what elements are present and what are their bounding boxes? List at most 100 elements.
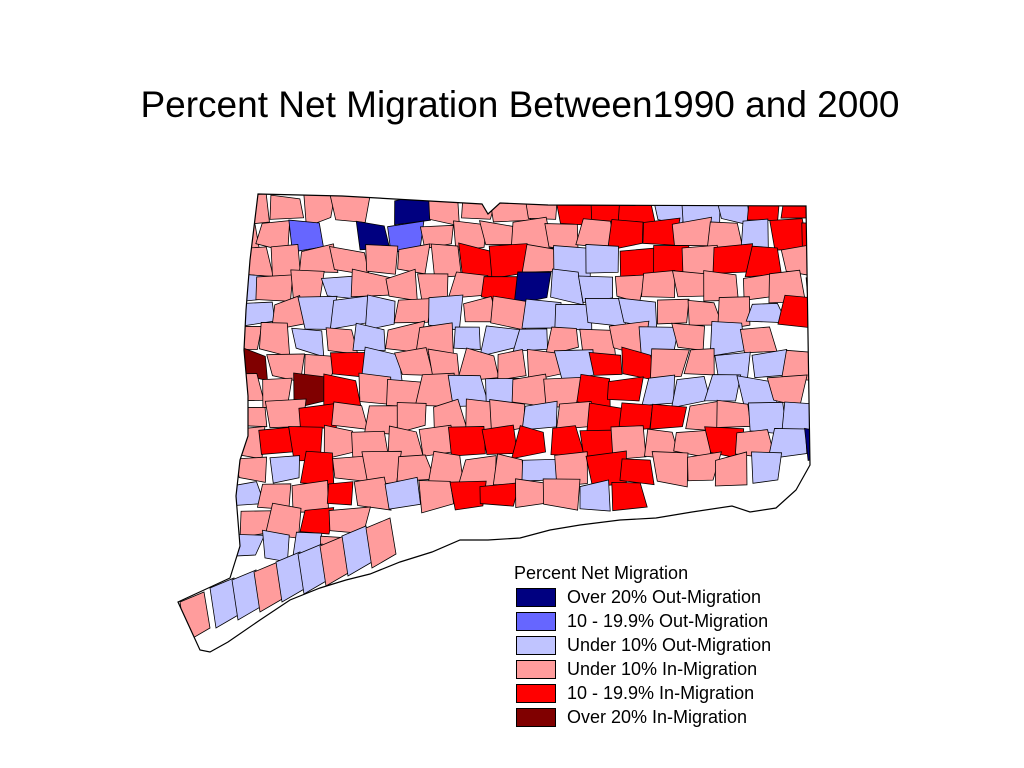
town-region — [418, 480, 455, 514]
town-region — [780, 194, 810, 219]
legend-item-under-10-out: Under 10% Out-Migration — [514, 633, 771, 657]
town-region — [394, 194, 431, 226]
town-region — [554, 451, 588, 487]
town-region — [358, 372, 392, 405]
legend-swatch — [516, 684, 556, 703]
legend-label: 10 - 19.9% In-Migration — [567, 683, 755, 703]
town-region — [365, 244, 399, 275]
town-region — [449, 480, 487, 511]
town-region — [687, 451, 722, 482]
legend-label: Under 10% Out-Migration — [567, 635, 772, 655]
town-region — [259, 322, 291, 358]
town-region — [610, 425, 647, 461]
town-region — [709, 321, 746, 357]
town-region — [739, 326, 778, 354]
map-title: Percent Net Migration Between1990 and 20… — [140, 84, 900, 125]
town-region — [781, 349, 810, 382]
legend-item-over-20-out: Over 20% Out-Migration — [514, 585, 761, 609]
town-region — [365, 517, 397, 569]
town-region — [479, 482, 521, 507]
town-region — [352, 322, 386, 351]
town-region — [641, 374, 676, 406]
legend-swatch — [516, 708, 556, 727]
town-region — [396, 402, 427, 434]
town-region — [510, 216, 554, 249]
town-region — [524, 194, 558, 220]
town-region — [521, 400, 558, 431]
town-region — [353, 476, 392, 511]
legend-item-over-20-in: Over 20% In-Migration — [514, 705, 747, 729]
legend-label: Under 10% In-Migration — [567, 659, 758, 679]
town-region — [240, 406, 268, 428]
town-region — [329, 295, 369, 330]
town-region — [237, 246, 274, 277]
town-region — [224, 326, 263, 350]
town-region — [585, 244, 619, 274]
town-region — [751, 349, 788, 379]
town-region — [481, 424, 518, 455]
town-region — [619, 247, 659, 277]
town-region — [588, 351, 623, 376]
town-region — [269, 194, 305, 220]
town-region — [703, 374, 742, 402]
town-region — [545, 326, 579, 357]
town-region — [714, 451, 748, 487]
town-region — [497, 348, 527, 381]
town-region — [489, 194, 532, 223]
town-region — [577, 275, 614, 303]
town-region — [590, 194, 621, 225]
town-region — [331, 401, 369, 430]
town-region — [640, 270, 676, 298]
legend-label: Over 20% In-Migration — [567, 707, 748, 727]
town-region — [448, 426, 486, 457]
town-region — [453, 220, 487, 251]
legend-item-under-10-in: Under 10% In-Migration — [514, 657, 757, 681]
connecticut-town-map — [177, 193, 820, 653]
town-region — [269, 455, 300, 484]
legend-label: Over 20% Out-Migration — [567, 587, 762, 607]
town-region — [233, 194, 270, 227]
map-legend: Percent Net Migration Over 20% Out-Migra… — [514, 561, 771, 729]
town-region — [804, 427, 810, 461]
town-region — [461, 194, 498, 220]
town-region — [550, 425, 586, 457]
town-polygons — [179, 194, 820, 643]
town-region — [453, 326, 481, 351]
town-region — [299, 507, 335, 535]
town-region — [805, 275, 810, 303]
town-region — [513, 271, 552, 305]
town-region — [651, 451, 689, 488]
town-region — [671, 322, 705, 351]
town-region — [419, 224, 454, 250]
town-region — [716, 399, 752, 428]
legend-swatch — [516, 612, 556, 631]
town-region — [649, 403, 688, 430]
town-region — [223, 533, 266, 557]
legend-swatch — [516, 636, 556, 655]
town-region — [291, 327, 325, 358]
town-region — [781, 401, 810, 430]
legend-heading: Percent Net Migration — [514, 563, 689, 583]
legend-label: 10 - 19.9% Out-Migration — [567, 611, 769, 631]
town-region — [801, 222, 810, 250]
legend-swatch — [516, 660, 556, 679]
town-region — [619, 458, 655, 486]
state-outline — [177, 193, 811, 653]
town-region — [812, 300, 820, 326]
town-region — [364, 294, 396, 331]
town-region — [299, 243, 339, 273]
town-region — [490, 295, 528, 331]
town-region — [611, 481, 648, 512]
town-region — [326, 481, 354, 506]
town-region — [258, 426, 294, 455]
town-region — [671, 270, 707, 298]
town-region — [751, 451, 783, 484]
town-region — [393, 298, 434, 324]
town-region — [223, 373, 265, 402]
legend-item-10-20-out: 10 - 19.9% Out-Migration — [514, 609, 768, 633]
town-region — [255, 274, 294, 302]
town-region — [579, 479, 611, 512]
town-region — [777, 294, 810, 330]
town-region — [656, 298, 690, 325]
legend-item-10-20-in: 10 - 19.9% In-Migration — [514, 681, 754, 705]
